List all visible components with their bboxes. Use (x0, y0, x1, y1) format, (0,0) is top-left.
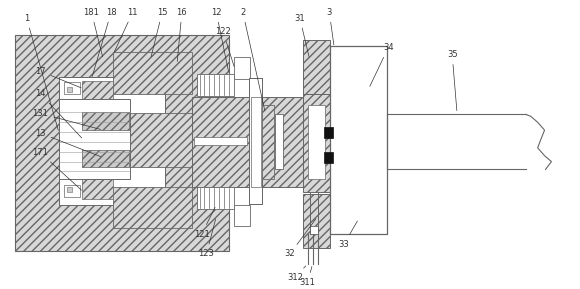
Bar (324, 152, 334, 163)
Bar (249, 78, 263, 204)
Text: 121: 121 (194, 207, 215, 239)
Bar (234, 205, 250, 227)
Bar (330, 46, 387, 234)
Text: 14: 14 (35, 89, 82, 138)
Bar (197, 187, 234, 209)
Bar (82, 81, 113, 101)
Text: 15: 15 (151, 8, 168, 57)
Bar (276, 114, 283, 169)
Text: 17: 17 (35, 67, 81, 88)
Text: 3: 3 (327, 8, 334, 45)
Bar (263, 105, 274, 179)
Bar (263, 105, 274, 179)
Bar (303, 40, 330, 94)
Text: 35: 35 (447, 50, 458, 111)
Bar (303, 94, 330, 192)
Bar (249, 97, 304, 187)
Bar (192, 97, 249, 187)
Text: 11: 11 (114, 8, 138, 52)
Bar (64, 82, 79, 94)
Bar (82, 150, 129, 168)
Bar (310, 227, 317, 234)
Bar (82, 179, 113, 199)
Bar (303, 194, 330, 248)
Text: 131: 131 (32, 109, 100, 129)
Text: 122: 122 (215, 27, 234, 66)
Bar (113, 113, 231, 168)
Bar (197, 74, 234, 96)
Bar (194, 137, 246, 145)
Text: 34: 34 (370, 43, 394, 86)
Text: 181: 181 (84, 8, 103, 57)
Bar (324, 127, 334, 138)
Text: 18: 18 (92, 8, 117, 76)
Text: 1: 1 (24, 14, 58, 130)
Text: 123: 123 (198, 219, 216, 258)
Bar (67, 187, 72, 192)
Text: 312: 312 (287, 266, 306, 282)
Bar (59, 77, 165, 205)
Text: 171: 171 (32, 148, 82, 190)
Bar (113, 53, 192, 94)
Bar (82, 150, 129, 168)
Text: 13: 13 (35, 129, 101, 157)
Text: 311: 311 (300, 266, 316, 287)
Bar (113, 187, 192, 228)
Text: 12: 12 (211, 8, 229, 71)
Bar (308, 105, 325, 179)
Bar (82, 112, 129, 130)
Bar (15, 35, 229, 251)
Text: 2: 2 (240, 8, 265, 111)
Text: 31: 31 (295, 14, 309, 57)
Bar (59, 99, 130, 179)
Text: 16: 16 (176, 8, 187, 62)
Bar (234, 58, 250, 79)
Text: 33: 33 (339, 221, 357, 249)
Bar (82, 112, 129, 130)
Bar (249, 78, 263, 204)
Text: 32: 32 (285, 219, 316, 258)
Bar (251, 97, 260, 187)
Bar (67, 87, 72, 92)
Bar (64, 185, 79, 197)
